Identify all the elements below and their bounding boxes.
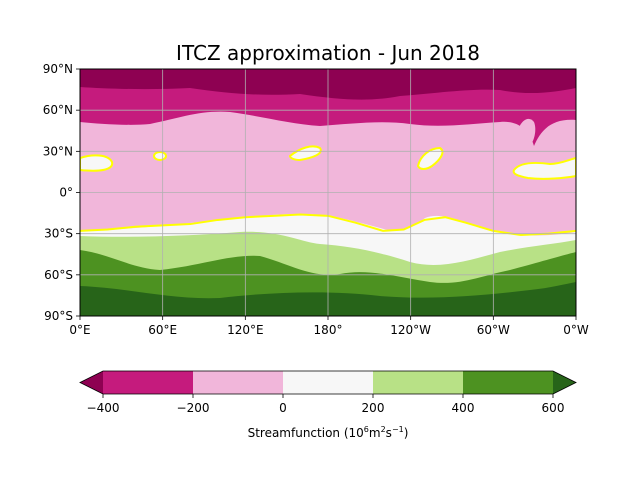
grid-lines xyxy=(80,69,576,316)
pink-pocket xyxy=(516,118,536,148)
zero-contour xyxy=(80,213,576,237)
colorbar-extend-low xyxy=(80,371,103,394)
y-tick-label: 60°N xyxy=(43,103,73,117)
white-pocket xyxy=(153,151,167,161)
colorbar-extend-high xyxy=(553,371,576,394)
y-tick-label: 0° xyxy=(59,186,73,200)
y-axis-ticks: 90°S 60°S 30°S 0° 30°N 60°N 90°N xyxy=(43,62,80,323)
y-tick-label: 90°S xyxy=(44,309,73,323)
y-tick-label: 60°S xyxy=(44,268,73,282)
y-tick-label: 30°S xyxy=(44,227,73,241)
x-tick-label: 0°E xyxy=(69,323,90,337)
colorbar-tick-label: −200 xyxy=(177,401,210,415)
x-tick-label: 120°E xyxy=(227,323,264,337)
white-pocket xyxy=(288,145,322,162)
x-tick-label: 120°W xyxy=(390,323,431,337)
colorbar-segment xyxy=(373,371,464,394)
y-tick-label: 90°N xyxy=(43,62,73,76)
x-axis-ticks: 0°E 60°E 120°E 180° 120°W 60°W 0°W xyxy=(69,316,589,337)
y-tick-label: 30°N xyxy=(43,144,73,158)
x-tick-label: 0°W xyxy=(563,323,589,337)
chart-title: ITCZ approximation - Jun 2018 xyxy=(176,41,480,65)
colorbar-tick-label: −400 xyxy=(87,401,120,415)
colorbar: −400 −200 0 200 400 600 xyxy=(79,370,577,415)
colorbar-tick-label: 0 xyxy=(279,401,287,415)
colorbar-segment xyxy=(193,371,284,394)
colorbar-tick-label: 600 xyxy=(542,401,565,415)
colorbar-segment xyxy=(103,371,194,394)
white-pocket xyxy=(416,146,444,170)
x-tick-label: 180° xyxy=(314,323,343,337)
map-plot: 0°E 60°E 120°E 180° 120°W 60°W 0°W 90°S 60°S 30°… xyxy=(43,62,589,337)
white-pocket xyxy=(512,156,576,180)
x-tick-label: 60°W xyxy=(477,323,510,337)
colorbar-tick-label: 200 xyxy=(362,401,385,415)
colorbar-segment xyxy=(283,371,374,394)
colorbar-label: Streamfunction (106m2s−1) xyxy=(248,425,409,440)
x-tick-label: 60°E xyxy=(148,323,177,337)
colorbar-segment xyxy=(463,371,554,394)
white-pocket xyxy=(80,154,114,172)
colorbar-tick-label: 400 xyxy=(452,401,475,415)
